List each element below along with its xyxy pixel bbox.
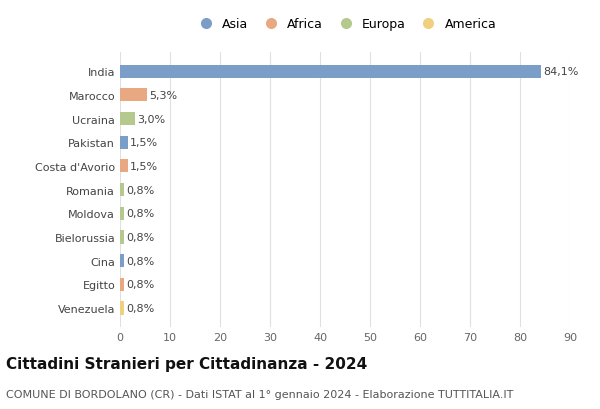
Bar (120, 207, 124, 220)
Bar (120, 184, 124, 197)
Bar (120, 160, 128, 173)
Bar (120, 302, 124, 315)
Text: 0,8%: 0,8% (127, 209, 155, 219)
Text: 0,8%: 0,8% (127, 185, 155, 195)
Text: 0,8%: 0,8% (127, 303, 155, 313)
Bar (120, 89, 146, 102)
Text: 0,8%: 0,8% (127, 232, 155, 243)
Text: 3,0%: 3,0% (137, 115, 166, 124)
Text: COMUNE DI BORDOLANO (CR) - Dati ISTAT al 1° gennaio 2024 - Elaborazione TUTTITAL: COMUNE DI BORDOLANO (CR) - Dati ISTAT al… (6, 389, 514, 399)
Text: 1,5%: 1,5% (130, 138, 158, 148)
Bar (120, 113, 135, 126)
Bar (120, 278, 124, 291)
Text: 0,8%: 0,8% (127, 280, 155, 290)
Text: 5,3%: 5,3% (149, 91, 177, 101)
Bar (120, 137, 128, 149)
Text: 0,8%: 0,8% (127, 256, 155, 266)
Bar (120, 231, 124, 244)
Legend: Asia, Africa, Europa, America: Asia, Africa, Europa, America (191, 16, 499, 34)
Text: 84,1%: 84,1% (543, 67, 578, 77)
Bar (120, 254, 124, 267)
Text: 1,5%: 1,5% (130, 162, 158, 171)
Bar (120, 65, 541, 79)
Text: Cittadini Stranieri per Cittadinanza - 2024: Cittadini Stranieri per Cittadinanza - 2… (6, 356, 367, 371)
